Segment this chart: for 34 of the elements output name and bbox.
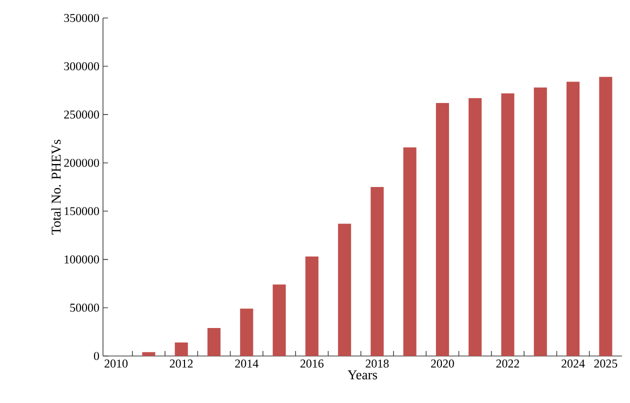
y-tick-label: 150000 [64, 207, 100, 216]
x-tick-label: 2022 [496, 360, 520, 368]
bar [338, 224, 352, 356]
bar [566, 82, 580, 356]
bar [501, 93, 514, 356]
x-tick-label: 2025 [594, 360, 618, 368]
x-tick-label: 2012 [170, 360, 193, 368]
bar [305, 256, 318, 356]
x-axis-title: Years [348, 370, 378, 380]
y-tick-label: 350000 [64, 14, 100, 22]
y-tick-label: 0 [94, 352, 100, 360]
bar [436, 102, 450, 356]
bar [240, 308, 254, 356]
y-tick-label: 100000 [64, 255, 100, 264]
bar [272, 284, 286, 356]
bar [174, 342, 188, 356]
x-tick-label: 2020 [431, 360, 454, 368]
x-tick-label: 2010 [104, 360, 128, 368]
bar [468, 98, 482, 356]
x-tick-label: 2018 [366, 360, 389, 368]
y-tick-label: 200000 [64, 158, 100, 167]
x-tick-label: 2024 [562, 360, 585, 368]
bar [403, 147, 416, 356]
bar [142, 352, 156, 356]
bar [534, 88, 547, 356]
y-axis-title: Total No. PHEVs [51, 140, 61, 234]
y-tick-label: 300000 [64, 62, 100, 70]
bar [370, 187, 384, 356]
bar [599, 76, 612, 356]
y-tick-label: 250000 [64, 110, 100, 119]
x-tick-label: 2016 [300, 360, 324, 368]
bar [207, 328, 221, 356]
y-tick-label: 50000 [70, 304, 100, 312]
x-tick-label: 2014 [235, 360, 258, 368]
